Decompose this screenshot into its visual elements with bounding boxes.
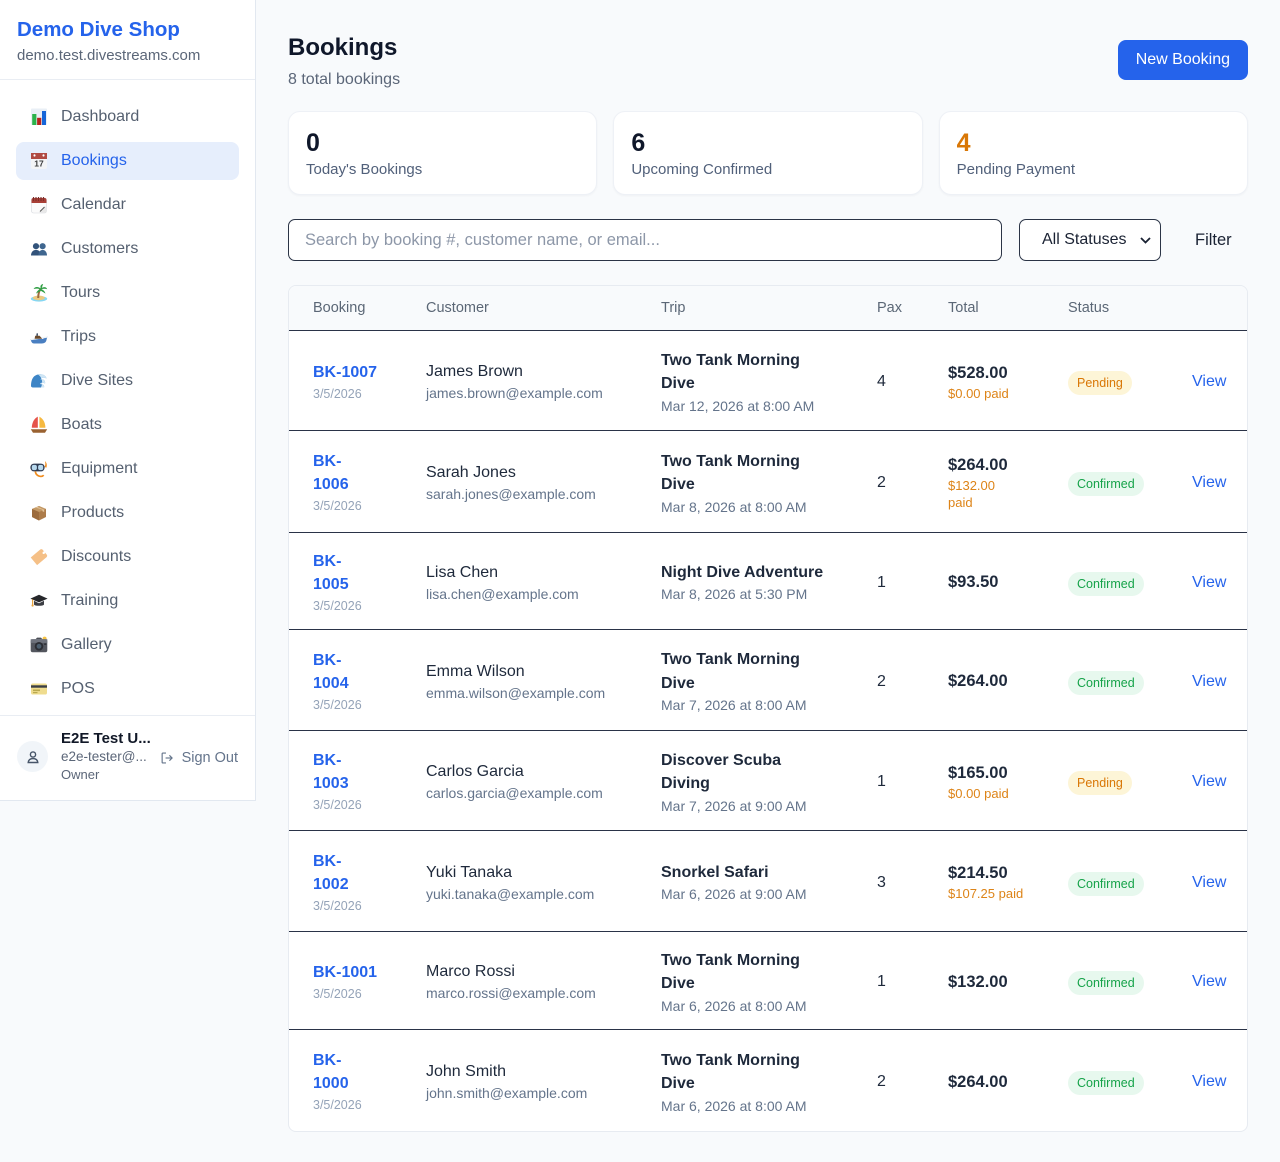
svg-text:17: 17 <box>34 159 44 169</box>
